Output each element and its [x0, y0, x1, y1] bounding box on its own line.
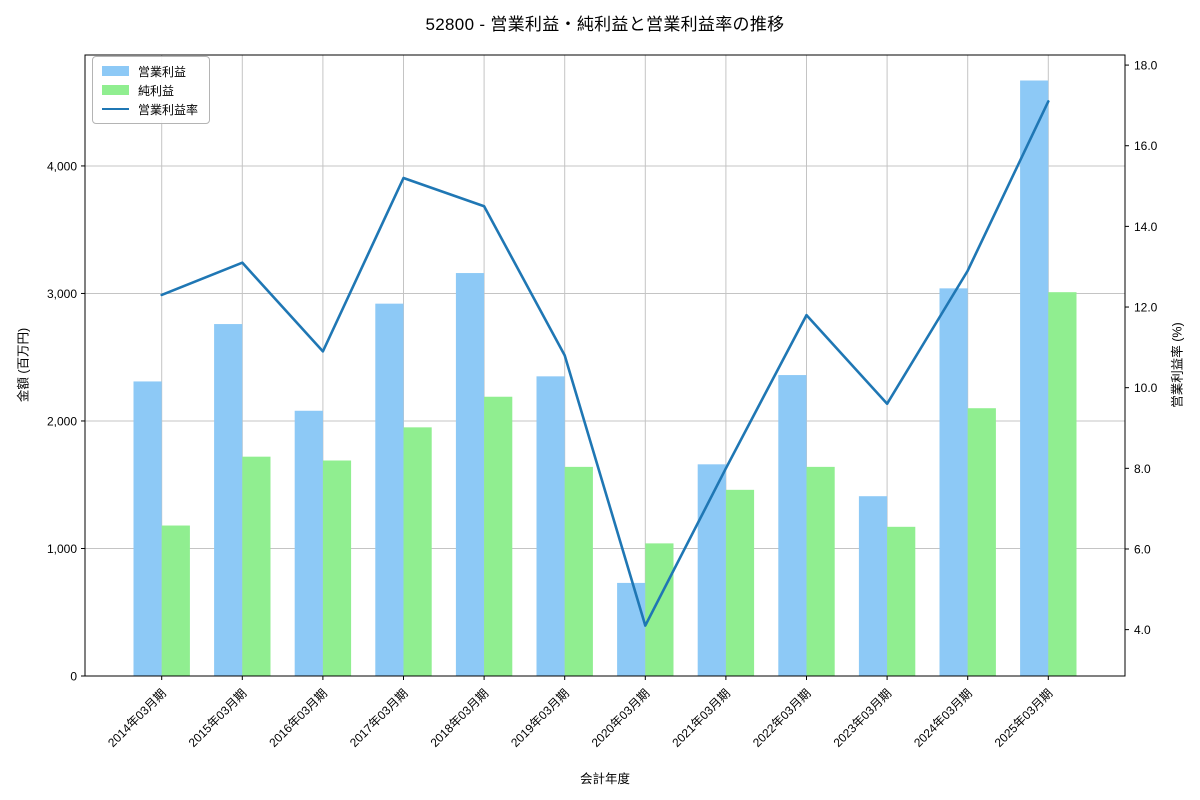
bar-operating-profit	[939, 288, 968, 676]
bar-operating-profit	[617, 582, 646, 676]
right-axis-label: 営業利益率 (%)	[1170, 322, 1185, 408]
bar-operating-profit	[294, 410, 323, 676]
x-tick-label: 2016年03月期	[266, 686, 330, 750]
x-axis-label: 会計年度	[579, 772, 630, 786]
bars-net-profit	[161, 292, 1077, 676]
operating-margin-line	[160, 100, 1050, 627]
x-tick-label: 2023年03月期	[831, 686, 895, 750]
legend-swatch-operating-margin-line	[102, 107, 129, 111]
bar-operating-profit	[214, 324, 243, 676]
bar-net-profit	[887, 526, 916, 676]
right-tick-label: 8.0	[1134, 462, 1151, 476]
bar-operating-profit	[858, 496, 888, 676]
x-tick-label: 2015年03月期	[186, 686, 250, 750]
bar-net-profit	[322, 460, 352, 676]
bar-net-profit	[161, 525, 190, 676]
bar-net-profit	[484, 396, 513, 676]
right-tick-label: 6.0	[1134, 542, 1151, 556]
x-tick-label: 2024年03月期	[911, 686, 975, 750]
x-tick-label: 2017年03月期	[347, 686, 411, 750]
x-tick-label: 2019年03月期	[508, 686, 572, 750]
bar-operating-profit	[1020, 80, 1049, 677]
left-tick-label: 2,000	[47, 414, 77, 428]
legend-swatch-operating-profit	[102, 66, 129, 76]
right-tick-label: 10.0	[1134, 381, 1158, 395]
bar-operating-profit	[455, 273, 485, 676]
legend-label-operating-profit: 営業利益	[138, 64, 187, 79]
x-tick-label: 2021年03月期	[669, 686, 733, 750]
x-tick-label: 2014年03月期	[105, 686, 169, 750]
right-tick-label: 4.0	[1134, 623, 1151, 637]
bar-net-profit	[645, 543, 674, 676]
legend-item-operating-margin: 営業利益率	[102, 102, 199, 117]
left-tick-label: 3,000	[47, 287, 77, 301]
legend-item-operating-profit: 営業利益	[102, 64, 198, 79]
left-tick-label: 4,000	[47, 159, 77, 173]
left-axis-label: 金額 (百万円)	[16, 327, 31, 403]
bar-net-profit	[725, 489, 755, 676]
right-tick-label: 18.0	[1134, 59, 1158, 73]
bar-operating-profit	[697, 464, 726, 676]
bar-net-profit	[806, 466, 835, 676]
bar-net-profit	[564, 466, 593, 676]
legend: 営業利益 純利益 営業利益率	[92, 56, 211, 124]
bar-net-profit	[1048, 292, 1077, 676]
bar-operating-profit	[536, 376, 565, 676]
x-tick-label: 2025年03月期	[992, 686, 1056, 750]
x-tick-label: 2020年03月期	[589, 686, 653, 750]
legend-label-net-profit: 純利益	[138, 83, 175, 98]
x-tick-label: 2018年03月期	[428, 686, 492, 750]
bar-operating-profit	[778, 375, 807, 676]
bar-net-profit	[967, 408, 996, 676]
x-tick-label: 2022年03月期	[750, 686, 814, 750]
bars-operating-profit	[133, 80, 1049, 677]
legend-item-net-profit: 純利益	[102, 83, 198, 98]
bar-net-profit	[403, 427, 432, 676]
axis-ticks	[81, 64, 1129, 680]
left-tick-label: 1,000	[47, 542, 77, 556]
left-tick-label: 0	[70, 670, 77, 684]
right-tick-label: 14.0	[1134, 220, 1158, 234]
plot-border	[84, 54, 1126, 677]
legend-swatch-net-profit	[102, 85, 129, 95]
bar-operating-profit	[375, 303, 404, 676]
right-tick-label: 12.0	[1134, 301, 1158, 315]
legend-label-operating-margin: 営業利益率	[138, 102, 199, 117]
chart-title: 52800 - 営業利益・純利益と営業利益率の推移	[425, 15, 785, 34]
bar-operating-profit	[133, 381, 162, 676]
right-tick-label: 16.0	[1134, 139, 1158, 153]
bar-net-profit	[242, 456, 271, 676]
